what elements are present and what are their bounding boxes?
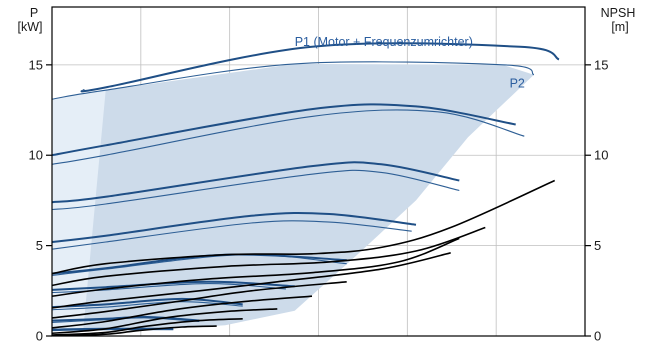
p2-curve bbox=[52, 254, 347, 276]
npsh-curve bbox=[52, 295, 313, 329]
p1-series-label: P1 (Motor + Frequenzumrichter) bbox=[295, 35, 473, 49]
p1-curve bbox=[52, 297, 243, 309]
axis-ticks: 0 5 10 15 0 5 10 15 bbox=[29, 57, 609, 342]
right-axis-title-line1: NPSH bbox=[601, 6, 636, 20]
p1-curve bbox=[52, 103, 516, 157]
p2-curve bbox=[52, 109, 525, 165]
right-tick-label: 10 bbox=[594, 148, 608, 163]
npsh-curve bbox=[52, 179, 556, 275]
right-tick-label: 15 bbox=[594, 57, 608, 72]
p2-curve bbox=[52, 61, 535, 100]
envelope-area bbox=[52, 63, 534, 331]
plot-border bbox=[51, 6, 586, 337]
left-axis-title-line2: [kW] bbox=[18, 20, 43, 34]
p1-curve bbox=[80, 42, 560, 93]
p1-curve bbox=[52, 253, 347, 275]
curves bbox=[52, 42, 560, 336]
right-tick-label: 0 bbox=[594, 329, 601, 342]
left-tick-label: 0 bbox=[36, 329, 43, 342]
p1-curve bbox=[52, 211, 417, 243]
left-tick-label: 15 bbox=[29, 57, 43, 72]
npsh-curve bbox=[52, 226, 486, 287]
left-tick-label: 5 bbox=[36, 238, 43, 253]
p1-curve bbox=[52, 161, 460, 204]
npsh-curve bbox=[52, 318, 243, 336]
npsh-curve bbox=[52, 252, 451, 309]
p2-series-label: P2 bbox=[510, 76, 525, 90]
p2-curve bbox=[52, 283, 287, 294]
p2-curve bbox=[52, 220, 412, 250]
npsh-curve bbox=[52, 308, 278, 335]
right-axis-title-line2: [m] bbox=[611, 20, 628, 34]
p2-curve bbox=[52, 169, 460, 211]
plot-frame bbox=[51, 6, 586, 337]
left-tick-label: 10 bbox=[29, 148, 43, 163]
right-tick-label: 5 bbox=[594, 238, 601, 253]
p2-curve bbox=[52, 301, 243, 311]
npsh-curve bbox=[52, 281, 347, 319]
npsh-curve bbox=[52, 237, 460, 297]
left-axis-title-line1: P bbox=[30, 6, 38, 20]
npsh-curve bbox=[52, 325, 217, 336]
